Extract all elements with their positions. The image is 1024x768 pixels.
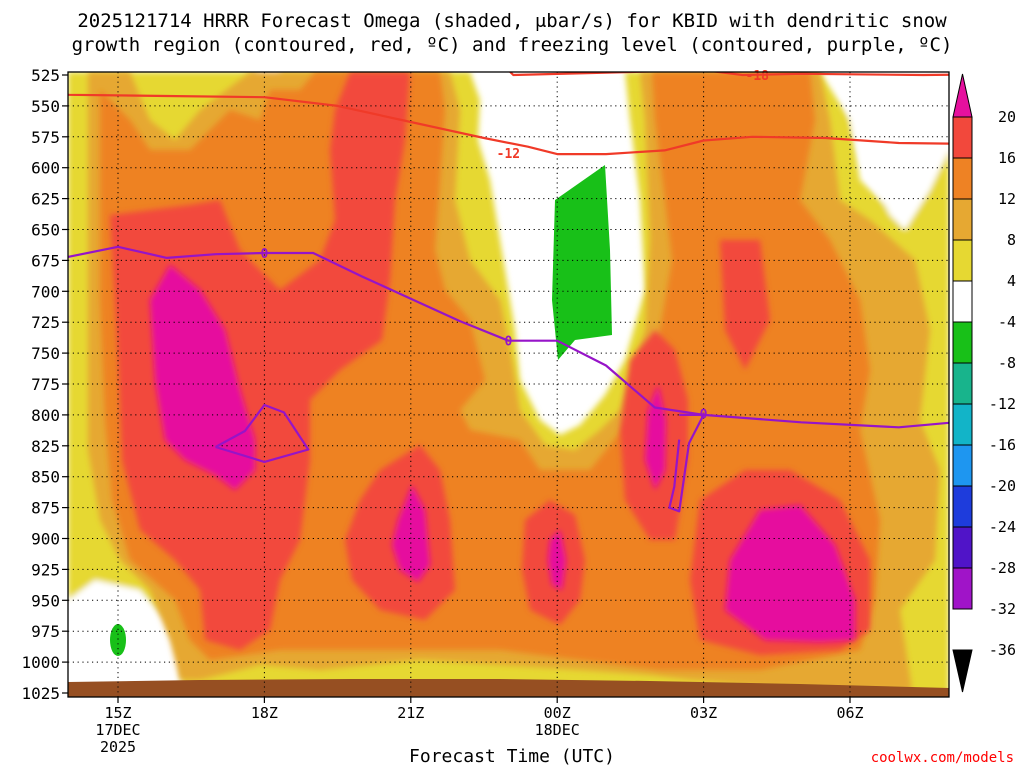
ground xyxy=(68,679,949,697)
shade-gt20-e xyxy=(725,505,855,642)
contour-label-1: -12 xyxy=(497,147,520,162)
colorbar-segment-7 xyxy=(952,362,973,405)
colorbar-label--28: -28 xyxy=(989,559,1016,577)
contour-label-3: 0 xyxy=(504,335,512,350)
colorbar-label--20: -20 xyxy=(989,477,1016,495)
colorbar-segment-8 xyxy=(952,403,973,446)
contour-label-0: -18 xyxy=(746,69,770,84)
colorbar-segment-1 xyxy=(952,116,973,159)
colorbar-label--32: -32 xyxy=(989,600,1016,618)
colorbar-label-4: 4 xyxy=(1007,272,1016,290)
contour-dendritic--18 xyxy=(508,72,949,77)
y-tick-label-775: 775 xyxy=(31,375,60,394)
y-tick-label-525: 525 xyxy=(31,66,60,85)
colorbar-label--16: -16 xyxy=(989,436,1016,454)
x-tick-label-15Z: 15Z xyxy=(104,704,131,722)
contour-dendritic--12 xyxy=(68,93,949,156)
shade-neg-8-b xyxy=(110,624,126,656)
x-tick-year-15Z: 2025 xyxy=(100,738,136,756)
contour-freezing-0 xyxy=(68,245,949,429)
y-tick-label-900: 900 xyxy=(31,530,60,549)
contour-label-4: 0 xyxy=(700,408,708,423)
colorbar-top-arrow xyxy=(952,73,973,118)
colorbar-bottom-arrow xyxy=(952,649,973,693)
shade-gt16-a xyxy=(110,72,410,650)
colorbar-label--8: -8 xyxy=(998,354,1016,372)
colorbar-label--4: -4 xyxy=(998,313,1016,331)
x-tick-label-06Z: 06Z xyxy=(836,704,863,722)
x-tick-label-03Z: 03Z xyxy=(690,704,717,722)
x-tick-label-00Z: 00Z xyxy=(544,704,571,722)
x-axis-title: Forecast Time (UTC) xyxy=(409,746,615,767)
colorbar-segment-2 xyxy=(952,157,973,200)
colorbar-label-20: 20 xyxy=(998,108,1016,126)
y-tick-label-750: 750 xyxy=(31,344,60,363)
x-tick-label-18Z: 18Z xyxy=(251,704,278,722)
contour-label-2: 0 xyxy=(260,247,268,262)
y-tick-label-925: 925 xyxy=(31,560,60,579)
colorbar-label-12: 12 xyxy=(998,190,1016,208)
colorbar-segment-12 xyxy=(952,567,973,610)
y-tick-label-650: 650 xyxy=(31,221,60,240)
x-tick-label-21Z: 21Z xyxy=(397,704,424,722)
colorbar-label-8: 8 xyxy=(1007,231,1016,249)
colorbar-segment-9 xyxy=(952,444,973,487)
x-tick-date-15Z: 17DEC xyxy=(95,721,140,739)
y-tick-label-875: 875 xyxy=(31,499,60,518)
y-tick-label-700: 700 xyxy=(31,282,60,301)
shade-gt16-f xyxy=(720,240,770,370)
colorbar-label--36: -36 xyxy=(989,641,1016,659)
y-tick-label-975: 975 xyxy=(31,622,60,641)
contour-labels: -18 -12 0 0 0 xyxy=(260,69,770,423)
y-tick-label-800: 800 xyxy=(31,406,60,425)
colorbar: 20 16 12 8 4 -4 -8 -12 -16 -20 -24 -28 -32 -36 xyxy=(952,73,1016,693)
y-tick-label-550: 550 xyxy=(31,97,60,116)
grid-lines xyxy=(68,72,949,697)
y-tick-label-1025: 1025 xyxy=(21,684,60,703)
y-tick-label-950: 950 xyxy=(31,591,60,610)
shade-neg-8-a xyxy=(552,165,612,360)
chart-title-line1: 2025121714 HRRR Forecast Omega (shaded, … xyxy=(77,10,947,32)
colorbar-segment-6 xyxy=(952,321,973,364)
colorbar-segment-5 xyxy=(952,280,973,323)
contour-lines xyxy=(68,72,949,513)
credit-link[interactable]: coolwx.com/models xyxy=(870,750,1014,766)
y-axis: 525 550 575 600 625 650 675 700 725 750 775 800 825 8… xyxy=(21,66,68,703)
y-tick-label-625: 625 xyxy=(31,190,60,209)
shade-gap xyxy=(840,72,949,230)
shade-gt20-c xyxy=(548,530,566,590)
colorbar-label--12: -12 xyxy=(989,395,1016,413)
colorbar-segment-11 xyxy=(952,526,973,569)
contour-freezing-0-dip xyxy=(668,413,705,513)
colorbar-label-16: 16 xyxy=(998,149,1016,167)
colorbar-label--24: -24 xyxy=(989,518,1016,536)
chart-title-line2: growth region (contoured, red, ºC) and f… xyxy=(71,34,953,56)
shade-gt20-d xyxy=(645,385,666,490)
colorbar-segment-4 xyxy=(952,239,973,282)
y-tick-label-850: 850 xyxy=(31,468,60,487)
y-tick-label-1000: 1000 xyxy=(21,653,60,672)
y-tick-label-825: 825 xyxy=(31,437,60,456)
colorbar-segment-3 xyxy=(952,198,973,241)
shade-gt20-a xyxy=(150,265,255,490)
y-tick-label-600: 600 xyxy=(31,159,60,178)
y-tick-label-725: 725 xyxy=(31,313,60,332)
y-tick-label-675: 675 xyxy=(31,251,60,270)
colorbar-segment-10 xyxy=(952,485,973,528)
x-tick-date-00Z: 18DEC xyxy=(535,721,580,739)
shaded-field xyxy=(68,72,949,697)
y-tick-label-575: 575 xyxy=(31,128,60,147)
contour-freezing-0-loop xyxy=(215,403,310,463)
